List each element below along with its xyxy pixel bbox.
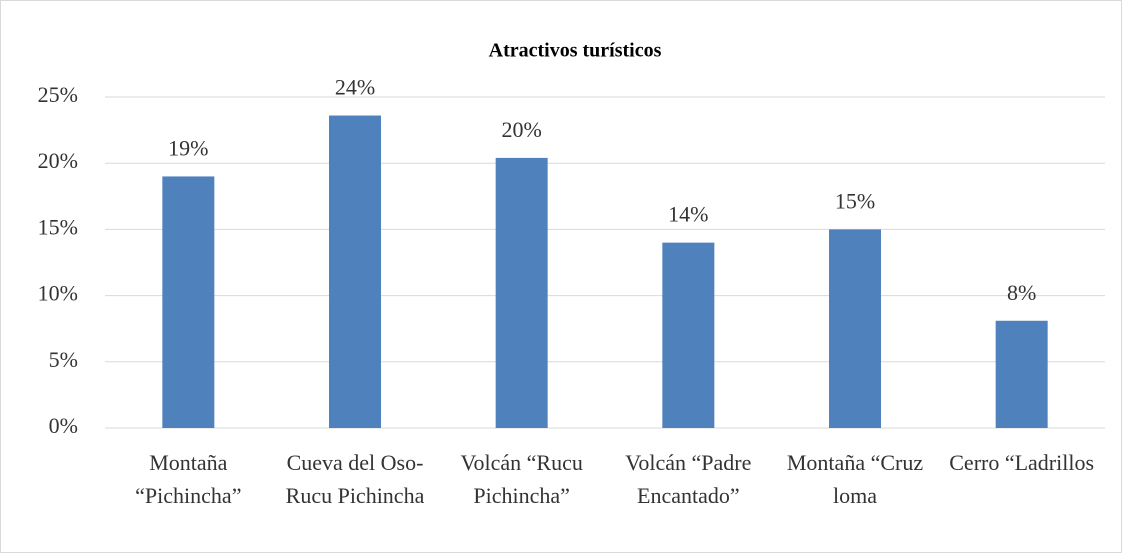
x-tick-label: Cerro “Ladrillos	[949, 450, 1095, 475]
data-label: 15%	[835, 188, 875, 213]
y-tick-label: 0%	[49, 413, 78, 438]
data-label: 19%	[168, 135, 208, 160]
bar	[829, 229, 881, 428]
x-tick-label: Volcán “Padre Encantado”	[625, 450, 752, 508]
bar	[329, 115, 381, 428]
x-tick-label: Montaña “Pichincha”	[135, 450, 242, 508]
bar	[995, 320, 1048, 428]
bar	[162, 176, 215, 428]
bar	[495, 157, 548, 429]
x-tick-label: Volcán “Rucu Pichincha”	[460, 450, 583, 508]
data-label: 24%	[335, 75, 375, 100]
data-label: 20%	[502, 117, 542, 142]
data-label: 8%	[1007, 280, 1036, 305]
y-tick-label: 15%	[38, 214, 78, 239]
y-tick-label: 25%	[38, 82, 78, 107]
data-label: 14%	[668, 202, 708, 227]
x-tick-label: Cueva del Oso- Rucu Pichincha	[285, 450, 425, 508]
y-tick-label: 10%	[38, 281, 78, 306]
x-tick-label: Montaña “Cruz loma	[786, 450, 924, 508]
y-tick-label: 5%	[49, 347, 78, 372]
bar	[662, 242, 715, 428]
y-tick-label: 20%	[38, 148, 78, 173]
chart-title: Atractivos turísticos	[489, 40, 662, 62]
